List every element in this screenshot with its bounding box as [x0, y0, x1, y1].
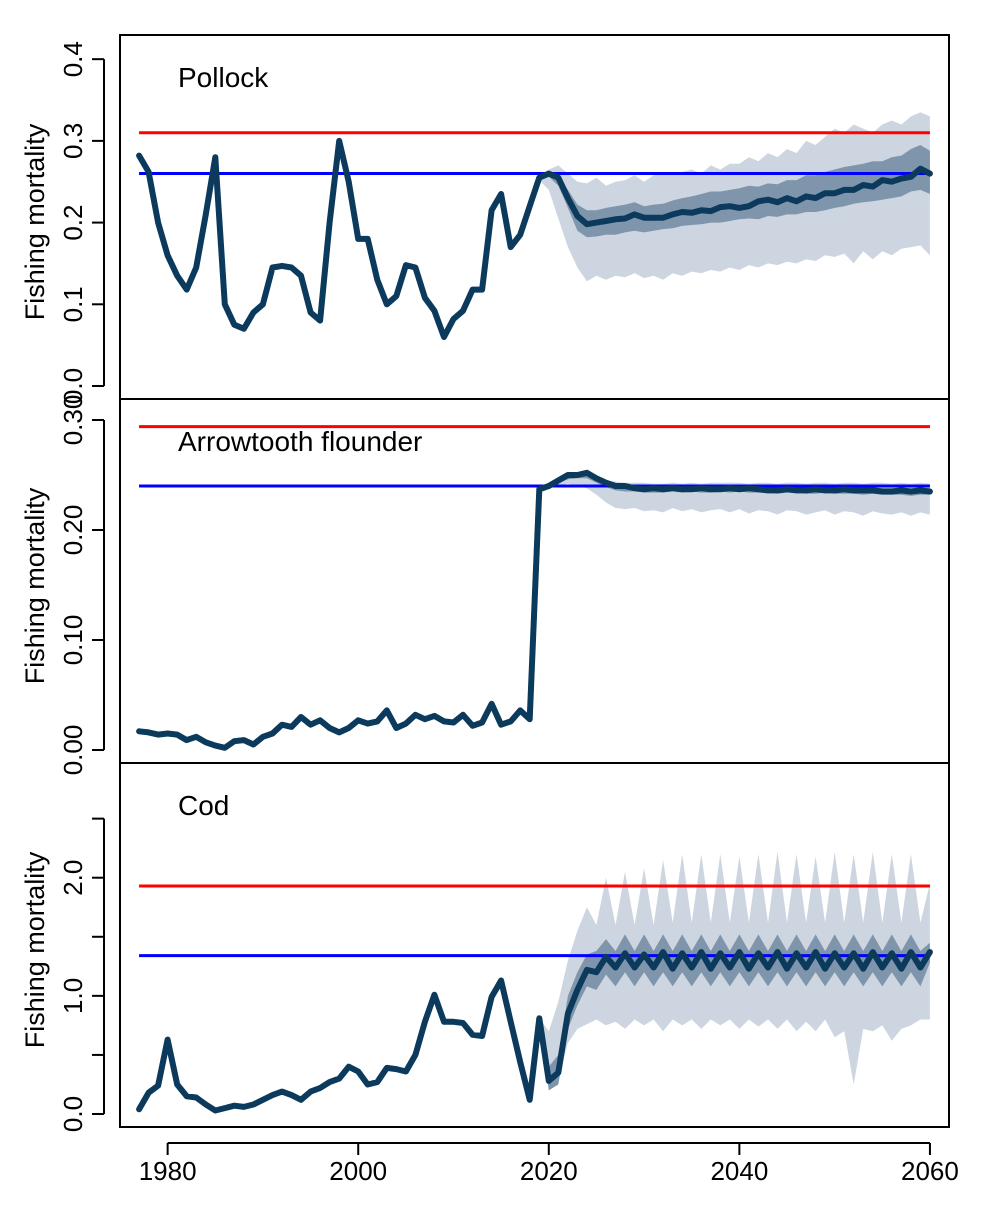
y-tick-label: 0.20 — [58, 505, 88, 556]
y-axis-label: Fishing mortality — [20, 487, 50, 684]
panel-title: Cod — [178, 790, 229, 821]
panel-2: 0.00 0.10 0.20 0.30 Fishing mortality Arrowto… — [20, 395, 950, 776]
panel-title: Pollock — [178, 62, 269, 93]
x-tick-label: 1980 — [139, 1156, 197, 1186]
y-tick-label: 0.4 — [58, 41, 88, 77]
y-tick-label: 0.30 — [58, 395, 88, 446]
fishing-mortality-series — [136, 469, 933, 751]
panel-frame — [119, 762, 950, 1128]
y-tick-label: 0.3 — [58, 123, 88, 159]
fishing-mortality-series — [136, 137, 933, 340]
y-axis-label: Fishing mortality — [20, 851, 50, 1048]
panel-3: 0.0 1.0 2.0 Fishing mortality Cod — [20, 762, 950, 1132]
fishing-mortality-series — [136, 949, 933, 1114]
y-tick-label: 0.0 — [58, 1096, 88, 1132]
panel-title: Arrowtooth flounder — [178, 426, 422, 457]
x-tick-label: 2020 — [520, 1156, 578, 1186]
y-tick-label: 2.0 — [58, 860, 88, 896]
y-tick-label: 0.1 — [58, 286, 88, 322]
y-axis-label: Fishing mortality — [20, 123, 50, 320]
y-tick-label: 0.00 — [58, 725, 88, 776]
x-tick-label: 2000 — [329, 1156, 387, 1186]
panel-1: 0.0 0.1 0.2 0.3 0.4 Fishing mortality Pollock — [20, 34, 950, 404]
x-tick-label: 2060 — [901, 1156, 959, 1186]
y-tick-label: 0.10 — [58, 615, 88, 666]
uncertainty-band-outer — [548, 472, 930, 516]
y-tick-label: 1.0 — [58, 978, 88, 1014]
uncertainty-band-inner — [539, 934, 930, 1091]
x-tick-label: 2040 — [710, 1156, 768, 1186]
y-tick-label: 0.0 — [58, 368, 88, 404]
y-tick-label: 0.2 — [58, 205, 88, 241]
